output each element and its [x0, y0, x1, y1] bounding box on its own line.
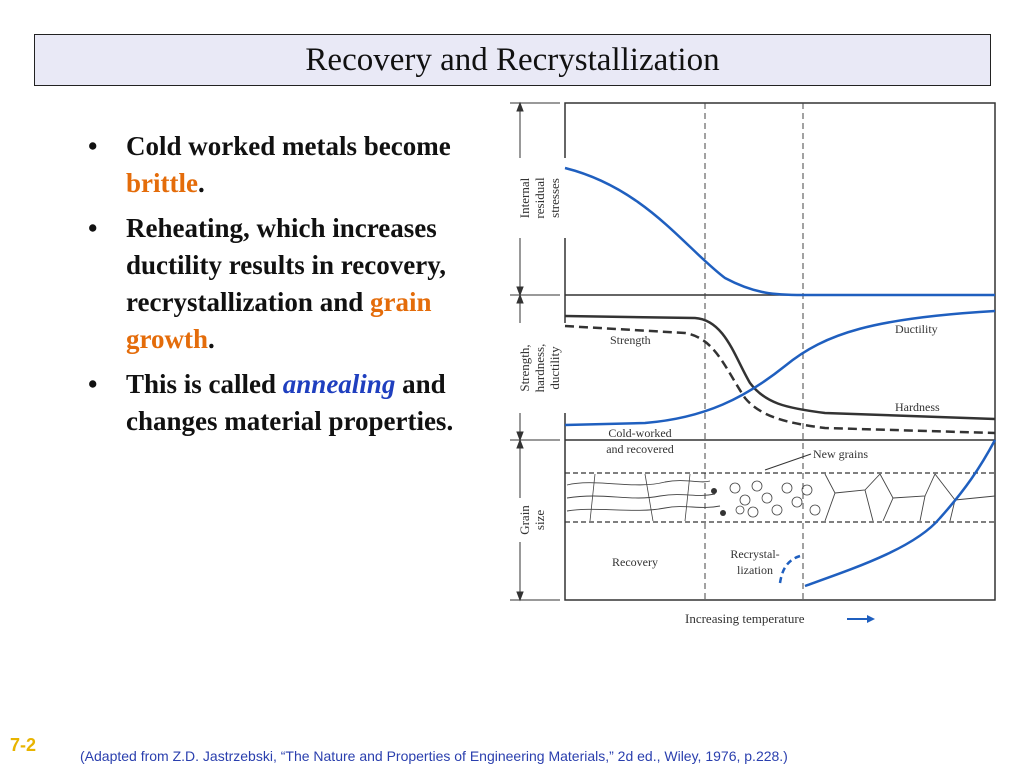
- svg-text:Recrystal-: Recrystal-: [730, 547, 779, 561]
- grain-size-curve: [804, 439, 997, 588]
- new-grains-pointer: [764, 453, 812, 471]
- svg-text:Strength,: Strength,: [517, 344, 532, 391]
- slide-title: Recovery and Recrystallization: [305, 41, 720, 78]
- bullet-item: • This is called annealing and changes m…: [88, 366, 498, 440]
- svg-text:Cold-worked: Cold-worked: [608, 426, 671, 440]
- bullet-dot: •: [88, 213, 98, 243]
- svg-text:stresses: stresses: [547, 178, 562, 218]
- svg-text:size: size: [532, 510, 547, 530]
- bullet-item: • Cold worked metals become brittle.: [88, 128, 498, 202]
- ductility-curve: [564, 309, 996, 427]
- bullet-list: • Cold worked metals become brittle. • R…: [88, 128, 498, 448]
- bullet-item: • Reheating, which increases ductility r…: [88, 210, 498, 358]
- bullet-text: This is called: [126, 369, 283, 399]
- bullet-text-after: and changes material properties.: [126, 369, 454, 436]
- properties-label: Strength, hardness, ductility: [515, 323, 573, 413]
- stresses-label: Internal residual stresses: [515, 158, 573, 238]
- highlight-annealing: annealing: [282, 369, 396, 399]
- svg-text:residual: residual: [532, 177, 547, 219]
- ductility-label: Ductility: [895, 322, 938, 336]
- temperature-arrow-head: [867, 615, 875, 623]
- slide-number: 7-2: [10, 735, 37, 755]
- bullet-text: Cold worked metals become: [126, 131, 451, 161]
- svg-text:ductility: ductility: [547, 346, 562, 390]
- annealing-diagram: Internal residual stresses Strength, har…: [510, 101, 997, 626]
- svg-text:Grain: Grain: [517, 505, 532, 535]
- strength-curve: [564, 314, 996, 421]
- bullet-dot: •: [88, 369, 98, 399]
- grain-size-label: Grain size: [515, 498, 559, 542]
- hardness-label: Hardness: [895, 400, 940, 414]
- grain-size-curve-dashed: [778, 554, 801, 584]
- new-grains-label: New grains: [813, 447, 868, 461]
- recovery-label: Recovery: [612, 555, 658, 569]
- highlight-brittle: brittle: [126, 168, 198, 198]
- svg-text:and recovered: and recovered: [606, 442, 674, 456]
- bullet-dot: •: [88, 131, 98, 161]
- x-axis-label: Increasing temperature: [685, 611, 805, 626]
- bullet-text: Reheating, which increases ductility res…: [126, 213, 446, 317]
- bullet-text-after: .: [208, 324, 215, 354]
- diagram-frame: [564, 102, 996, 601]
- grain-band: [565, 472, 996, 523]
- recrystallization-label: Recrystal- lization: [730, 547, 779, 577]
- svg-text:hardness,: hardness,: [532, 344, 547, 393]
- bullet-text-after: .: [197, 168, 205, 198]
- stresses-curve: [564, 166, 995, 297]
- strength-label: Strength: [610, 333, 651, 347]
- title-bar: Recovery and Recrystallization: [34, 34, 991, 86]
- citation: (Adapted from Z.D. Jastrzebski, “The Nat…: [80, 748, 788, 764]
- svg-text:Internal: Internal: [517, 177, 532, 218]
- highlight-grain-growth: grain growth: [126, 287, 432, 354]
- svg-text:lization: lization: [737, 563, 773, 577]
- cold-worked-label: Cold-worked and recovered: [606, 426, 674, 456]
- hardness-curve: [564, 324, 996, 435]
